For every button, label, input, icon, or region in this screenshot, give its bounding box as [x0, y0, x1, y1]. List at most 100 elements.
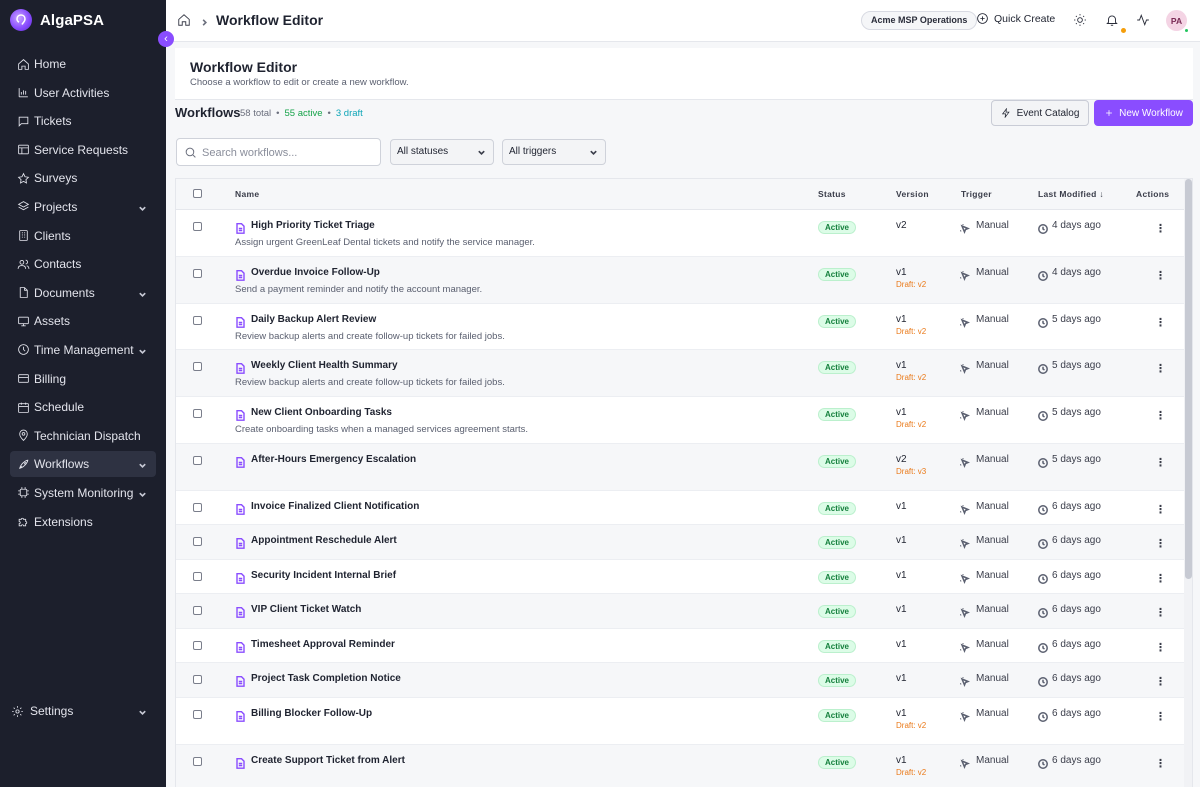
- sidebar-item-user-activities[interactable]: User Activities: [10, 80, 156, 106]
- avatar[interactable]: PA: [1166, 10, 1187, 31]
- workflow-name[interactable]: Timesheet Approval Reminder: [251, 638, 395, 650]
- workflow-name[interactable]: Security Incident Internal Brief: [251, 569, 397, 581]
- row-checkbox[interactable]: [193, 675, 202, 685]
- tenant-badge[interactable]: Acme MSP Operations: [861, 11, 978, 30]
- sidebar-item-documents[interactable]: Documents: [10, 280, 156, 306]
- activity-icon[interactable]: [1136, 13, 1151, 28]
- table-row[interactable]: Security Incident Internal Brief Active v1…: [176, 560, 1184, 595]
- row-checkbox[interactable]: [193, 571, 202, 581]
- sidebar-item-home[interactable]: Home: [10, 51, 156, 77]
- layers-icon: [16, 200, 30, 214]
- table-row[interactable]: Weekly Client Health Summary Review backu…: [176, 350, 1184, 398]
- more-actions-icon[interactable]: ⋮: [1155, 269, 1166, 282]
- row-checkbox[interactable]: [193, 456, 202, 465]
- notification-dot: [1121, 28, 1126, 33]
- more-actions-icon[interactable]: ⋮: [1155, 710, 1166, 723]
- chevron-right-icon: [200, 14, 210, 26]
- workflow-name[interactable]: VIP Client Ticket Watch: [251, 604, 362, 616]
- more-actions-icon[interactable]: ⋮: [1155, 363, 1166, 376]
- more-actions-icon[interactable]: ⋮: [1155, 503, 1166, 516]
- workflow-name[interactable]: High Priority Ticket Triage: [251, 220, 375, 231]
- workflow-name[interactable]: Daily Backup Alert Review: [251, 313, 377, 325]
- table-scrollbar[interactable]: [1184, 179, 1192, 787]
- row-checkbox[interactable]: [193, 640, 202, 650]
- row-checkbox[interactable]: [193, 606, 202, 616]
- more-actions-icon[interactable]: ⋮: [1155, 607, 1166, 620]
- table-row[interactable]: Billing Blocker Follow-Up Active v1 Draft: …: [176, 698, 1184, 745]
- sidebar-item-assets[interactable]: Assets: [10, 308, 156, 334]
- table-row[interactable]: Create Support Ticket from Alert Active v1…: [176, 744, 1184, 787]
- column-header-version[interactable]: Version: [896, 189, 929, 199]
- column-header-name[interactable]: Name: [235, 189, 260, 199]
- status-filter-select[interactable]: All statuses: [390, 139, 494, 165]
- workflow-name[interactable]: Appointment Reschedule Alert: [251, 535, 397, 547]
- bell-icon[interactable]: [1105, 13, 1120, 28]
- column-header-last-modified[interactable]: Last Modified ↓: [1038, 189, 1104, 199]
- more-actions-icon[interactable]: ⋮: [1155, 538, 1166, 551]
- row-checkbox[interactable]: [193, 222, 202, 231]
- sidebar-item-technician-dispatch[interactable]: Technician Dispatch: [10, 423, 156, 449]
- row-checkbox[interactable]: [193, 502, 202, 512]
- event-catalog-button[interactable]: Event Catalog: [991, 100, 1089, 126]
- table-row[interactable]: Project Task Completion Notice Active v1 Ma…: [176, 663, 1184, 698]
- workflow-name[interactable]: Invoice Finalized Client Notification: [251, 500, 420, 512]
- sidebar-item-schedule[interactable]: Schedule: [10, 394, 156, 420]
- sidebar-item-time-management[interactable]: Time Management: [10, 337, 156, 363]
- table-row[interactable]: New Client Onboarding Tasks Create onboar…: [176, 397, 1184, 444]
- table-row[interactable]: Timesheet Approval Reminder Active v1 Manua…: [176, 629, 1184, 664]
- workflow-name[interactable]: New Client Onboarding Tasks: [251, 407, 392, 419]
- row-checkbox[interactable]: [193, 537, 202, 547]
- sidebar-item-clients[interactable]: Clients: [10, 223, 156, 249]
- workflow-name[interactable]: Create Support Ticket from Alert: [251, 754, 405, 766]
- more-actions-icon[interactable]: ⋮: [1155, 457, 1166, 469]
- row-checkbox[interactable]: [193, 315, 202, 325]
- more-actions-icon[interactable]: ⋮: [1155, 641, 1166, 654]
- sidebar-item-settings[interactable]: Settings: [10, 698, 156, 724]
- select-all-checkbox[interactable]: [193, 189, 202, 198]
- sidebar-item-billing[interactable]: Billing: [10, 366, 156, 392]
- sidebar-item-workflows[interactable]: Workflows: [10, 451, 156, 478]
- scrollbar-thumb[interactable]: [1185, 179, 1192, 579]
- column-header-status[interactable]: Status: [818, 189, 846, 199]
- sidebar-item-system-monitoring[interactable]: System Monitoring: [10, 480, 156, 506]
- more-actions-icon[interactable]: ⋮: [1155, 223, 1166, 235]
- workflow-name[interactable]: Weekly Client Health Summary: [251, 360, 398, 372]
- sidebar-item-surveys[interactable]: Surveys: [10, 165, 156, 191]
- sidebar-item-tickets[interactable]: Tickets: [10, 108, 156, 134]
- workflow-name[interactable]: After-Hours Emergency Escalation: [251, 454, 417, 465]
- workflow-name[interactable]: Billing Blocker Follow-Up: [251, 707, 373, 719]
- trigger-filter-select[interactable]: All triggers: [502, 139, 606, 165]
- home-icon[interactable]: [177, 13, 191, 27]
- table-row[interactable]: Daily Backup Alert Review Review backup a…: [176, 304, 1184, 351]
- sidebar-item-contacts[interactable]: Contacts: [10, 251, 156, 277]
- search-input[interactable]: [202, 143, 372, 162]
- workflow-name[interactable]: Project Task Completion Notice: [251, 673, 401, 685]
- quick-create-button[interactable]: Quick Create: [976, 12, 1055, 25]
- row-checkbox[interactable]: [193, 709, 202, 719]
- table-row[interactable]: High Priority Ticket Triage Assign urgent…: [176, 210, 1184, 257]
- table-row[interactable]: Overdue Invoice Follow-Up Send a payment …: [176, 256, 1184, 304]
- sidebar-item-service-requests[interactable]: Service Requests: [10, 137, 156, 163]
- more-actions-icon[interactable]: ⋮: [1155, 676, 1166, 689]
- row-checkbox[interactable]: [193, 756, 202, 766]
- table-row[interactable]: VIP Client Ticket Watch Active v1 Manual 6 d…: [176, 594, 1184, 629]
- row-checkbox[interactable]: [193, 268, 202, 278]
- row-checkbox[interactable]: [193, 409, 202, 419]
- table-row[interactable]: Invoice Finalized Client Notification Act…: [176, 491, 1184, 526]
- workflow-name[interactable]: Overdue Invoice Follow-Up: [251, 266, 380, 278]
- more-actions-icon[interactable]: ⋮: [1155, 572, 1166, 585]
- collapse-sidebar-button[interactable]: ‹: [158, 31, 174, 47]
- table-row[interactable]: Appointment Reschedule Alert Active v1 Manu…: [176, 525, 1184, 560]
- new-workflow-button[interactable]: New Workflow: [1094, 100, 1193, 126]
- table-row[interactable]: After-Hours Emergency Escalation Active v2…: [176, 444, 1184, 491]
- sidebar-item-projects[interactable]: Projects: [10, 194, 156, 220]
- row-checkbox[interactable]: [193, 362, 202, 372]
- more-actions-icon[interactable]: ⋮: [1155, 757, 1166, 770]
- sidebar-item-extensions[interactable]: Extensions: [10, 509, 156, 535]
- more-actions-icon[interactable]: ⋮: [1155, 316, 1166, 329]
- more-actions-icon[interactable]: ⋮: [1155, 410, 1166, 423]
- column-header-trigger[interactable]: Trigger: [961, 189, 992, 199]
- brand[interactable]: AlgaPSA: [10, 9, 104, 31]
- workflows-table: Name Status Version Trigger Last Modifie…: [175, 178, 1193, 787]
- sun-icon[interactable]: [1073, 13, 1088, 28]
